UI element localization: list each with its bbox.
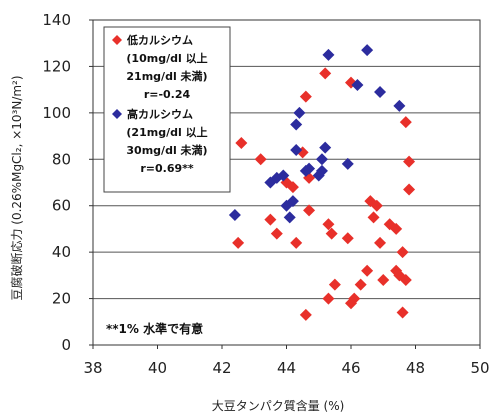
data-point [299, 308, 312, 321]
data-point [290, 118, 303, 131]
legend-label: r=0.69** [140, 162, 194, 175]
annotation: **1% 水準で有意 [100, 315, 250, 343]
data-point [277, 169, 290, 182]
y-tick-label: 20 [52, 290, 71, 308]
legend-label: 高カルシウム [127, 107, 193, 121]
data-point [351, 79, 364, 91]
data-point [235, 137, 248, 150]
legend-label: 30mg/dl 未満) [126, 143, 207, 157]
data-point [254, 153, 267, 166]
legend-label: 低カルシウム [126, 33, 193, 47]
legend-box [103, 26, 231, 193]
x-tick-label: 48 [406, 359, 425, 377]
data-point [374, 236, 387, 249]
y-tick-label: 0 [61, 336, 71, 354]
data-point [390, 222, 403, 235]
x-tick-label: 42 [212, 359, 231, 377]
data-point [403, 183, 416, 196]
data-point [270, 227, 283, 240]
data-point [328, 278, 341, 291]
data-point [354, 278, 367, 291]
legend-marker [112, 35, 122, 45]
data-point [290, 236, 303, 249]
data-point [303, 162, 316, 175]
data-point [315, 164, 328, 177]
legend-label: (10mg/dl 以上 [126, 51, 207, 65]
data-point [322, 218, 335, 231]
data-point [232, 236, 245, 249]
legend: 低カルシウム (10mg/dl 以上 21mg/dl 未満) r=-0.24 高カルシウ… [103, 26, 231, 193]
y-tick-label: 40 [52, 243, 71, 261]
data-point [399, 116, 412, 129]
legend-label: r=-0.24 [144, 88, 191, 101]
data-point [283, 211, 296, 224]
y-tick-label: 60 [52, 197, 71, 215]
data-point [322, 48, 335, 61]
x-tick-label: 44 [277, 359, 296, 377]
x-tick-label: 50 [470, 359, 489, 377]
data-point [264, 213, 277, 226]
y-tick-label: 80 [52, 150, 71, 168]
data-point [315, 153, 328, 166]
data-point [303, 204, 316, 217]
data-point [348, 292, 361, 305]
data-point [367, 211, 380, 224]
x-tick-label: 46 [341, 359, 360, 377]
data-point [393, 99, 406, 112]
data-point [341, 157, 354, 170]
y-tick-label: 120 [42, 57, 71, 75]
data-point [399, 274, 412, 286]
data-points [228, 44, 416, 321]
data-point [299, 90, 312, 103]
data-point [403, 155, 416, 168]
legend-label: (21mg/dl 以上 [126, 125, 207, 139]
legend-label: 21mg/dl 未満) [126, 69, 207, 83]
data-point [377, 274, 390, 286]
data-point [396, 306, 409, 319]
data-point [286, 181, 299, 194]
y-tick-labels: 0 20 40 60 80 100 120 140 [42, 11, 93, 354]
x-axis-label: 大豆タンパク質含量 (%) [212, 398, 345, 413]
data-point [370, 199, 383, 212]
annotation-box [100, 315, 250, 343]
data-point [319, 141, 332, 154]
data-point [286, 195, 299, 208]
data-point [341, 232, 354, 245]
data-point [319, 67, 332, 80]
data-point [361, 44, 374, 57]
legend-marker [112, 109, 122, 119]
data-point [293, 106, 306, 119]
data-point [290, 144, 303, 156]
x-tick-labels: 38 40 42 44 46 48 50 [83, 345, 490, 377]
data-point [322, 292, 335, 305]
x-tick-label: 38 [83, 359, 102, 377]
data-point [361, 264, 374, 277]
data-point [396, 246, 409, 259]
annotation-text: **1% 水準で有意 [106, 321, 203, 336]
y-tick-label: 100 [42, 104, 71, 122]
x-tick-label: 40 [148, 359, 167, 377]
data-point [325, 227, 338, 240]
data-point [374, 85, 387, 98]
data-point [228, 209, 241, 221]
y-axis-label: 豆腐破断応力 (0.26%MgCl₂, ×10³N/m²) [9, 75, 24, 300]
y-tick-label: 140 [42, 11, 71, 29]
